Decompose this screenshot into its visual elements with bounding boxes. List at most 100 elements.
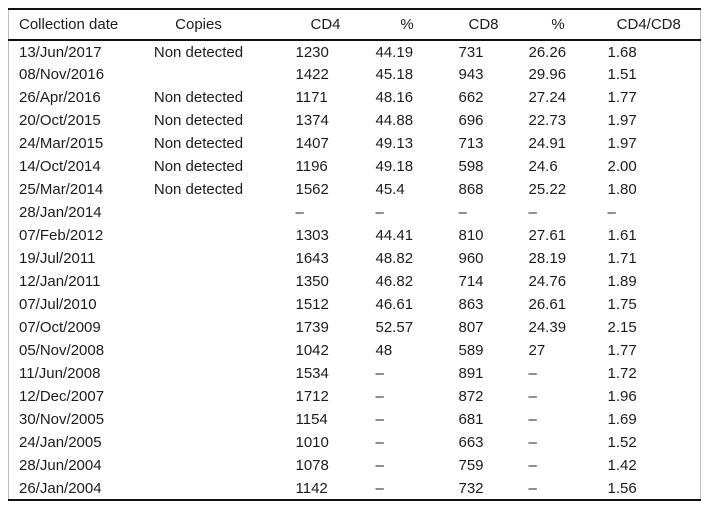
cell-cd4-cd8-ratio: 2.15 (607, 319, 637, 336)
cell-cd4: 1154 (295, 411, 328, 428)
lab-results-table: Collection date Copies CD4 % CD8 % CD4/C… (8, 8, 701, 501)
cell-cd8: 943 (458, 66, 484, 83)
cell-cd8: 759 (458, 457, 484, 474)
cell-cd8-percent: – (528, 388, 537, 405)
cell-copies: Non detected (153, 112, 244, 129)
cell-cd4: 1303 (295, 227, 329, 244)
cell-cd4: 1230 (295, 43, 329, 61)
cell-cd4-percent: 48.82 (375, 250, 414, 267)
cell-cd8-percent: 24.39 (528, 319, 567, 336)
cell-cd4: 1534 (295, 365, 329, 382)
cell-collection-date: 28/Jun/2004 (19, 457, 102, 474)
cell-cd8: 662 (458, 89, 484, 106)
cell-cd4: 1196 (295, 158, 328, 175)
cell-copies (146, 293, 286, 316)
cell-cd8-percent: 22.73 (528, 112, 567, 129)
cell-cd4-cd8-ratio: 1.71 (607, 250, 637, 267)
cell-cd4: 1407 (295, 135, 329, 152)
cell-copies (146, 247, 286, 270)
cell-cd4-cd8-ratio: 1.61 (607, 227, 637, 244)
cell-cd4-cd8-ratio: 1.72 (607, 365, 637, 382)
cell-cd8: 872 (458, 388, 484, 405)
cell-cd4-cd8-ratio: 1.56 (607, 479, 637, 497)
cell-cd4: 1010 (295, 434, 329, 451)
cell-cd4-cd8-ratio: 1.80 (607, 181, 637, 198)
cell-cd4: 1739 (295, 319, 329, 336)
cell-collection-date: 12/Jan/2011 (19, 273, 101, 290)
cell-cd8-percent: – (528, 411, 537, 428)
cell-collection-date: 30/Nov/2005 (19, 411, 105, 428)
cell-cd4: 1512 (295, 296, 329, 313)
table-row: 11/Jun/2008 1534 – 891 – 1.72 (9, 362, 701, 385)
cell-cd8-percent: 29.96 (528, 66, 567, 83)
cell-collection-date: 26/Apr/2016 (19, 89, 101, 106)
cell-cd4-percent: 49.18 (375, 158, 414, 175)
cell-collection-date: 08/Nov/2016 (19, 66, 105, 83)
cell-cd8-percent: 26.26 (528, 43, 567, 61)
cell-copies (146, 431, 286, 454)
cell-cd8-percent: 26.61 (528, 296, 567, 313)
cell-cd8: 960 (458, 250, 484, 267)
cell-cd4-percent: 45.18 (375, 66, 414, 83)
cell-copies (146, 454, 286, 477)
table-row: 26/Jan/2004 1142 – 732 – 1.56 (9, 477, 701, 500)
table-row: 07/Oct/2009 1739 52.57 807 24.39 2.15 (9, 316, 701, 339)
cell-copies (146, 385, 286, 408)
table-row: 25/Mar/2014 Non detected 1562 45.4 868 25.22 1… (9, 178, 701, 201)
cell-cd4-cd8-ratio: 1.52 (607, 434, 637, 451)
cell-cd8-percent: 24.76 (528, 273, 567, 290)
cell-copies (146, 63, 286, 86)
cell-cd4-percent: 49.13 (375, 135, 414, 152)
cell-copies (146, 270, 286, 293)
cell-cd4-cd8-ratio: 1.97 (607, 135, 637, 152)
results-table-container: Collection date Copies CD4 % CD8 % CD4/C… (8, 8, 701, 501)
cell-cd8: 681 (458, 411, 484, 428)
cell-cd8-percent: – (528, 434, 537, 451)
cell-cd4-percent: 44.41 (375, 227, 414, 244)
cell-copies (146, 477, 286, 500)
table-row: 30/Nov/2005 1154 – 681 – 1.69 (9, 408, 701, 431)
column-header-cd4: CD4 (310, 16, 341, 33)
cell-cd4: 1142 (295, 479, 328, 497)
cell-cd4-percent: 44.88 (375, 112, 414, 129)
table-row: 12/Dec/2007 1712 – 872 – 1.96 (9, 385, 701, 408)
cell-cd8: 732 (458, 479, 484, 497)
column-header-copies: Copies (175, 16, 222, 33)
cell-collection-date: 14/Oct/2014 (19, 158, 101, 175)
cell-cd8: 810 (458, 227, 484, 244)
cell-cd4-cd8-ratio: – (607, 204, 616, 221)
cell-cd4-cd8-ratio: 1.69 (607, 411, 637, 428)
cell-cd8: 731 (458, 43, 484, 61)
cell-cd4-cd8-ratio: 1.89 (607, 273, 637, 290)
cell-copies: Non detected (153, 135, 244, 152)
cell-cd4-percent: – (375, 411, 384, 428)
cell-cd4-cd8-ratio: 1.42 (607, 457, 637, 474)
cell-cd4-cd8-ratio: 1.68 (607, 43, 637, 61)
table-row: 13/Jun/2017 Non detected 1230 44.19 731 26.26… (9, 40, 701, 63)
cell-cd4-cd8-ratio: 1.77 (607, 342, 637, 359)
table-row: 20/Oct/2015 Non detected 1374 44.88 696 22.73… (9, 109, 701, 132)
cell-cd4-percent: – (375, 434, 384, 451)
table-row: 07/Feb/2012 1303 44.41 810 27.61 1.61 (9, 224, 701, 247)
cell-copies (146, 339, 286, 362)
cell-collection-date: 07/Oct/2009 (19, 319, 101, 336)
cell-cd4: 1422 (295, 66, 329, 83)
cell-collection-date: 26/Jan/2004 (19, 479, 102, 497)
cell-cd8-percent: 25.22 (528, 181, 567, 198)
cell-collection-date: 28/Jan/2014 (19, 204, 102, 221)
cell-cd8-percent: 28.19 (528, 250, 567, 267)
cell-cd4: 1042 (295, 342, 329, 359)
cell-cd8-percent: 24.91 (528, 135, 567, 152)
cell-cd8-percent: – (528, 365, 537, 382)
table-row: 07/Jul/2010 1512 46.61 863 26.61 1.75 (9, 293, 701, 316)
cell-cd8: 891 (458, 365, 484, 382)
cell-collection-date: 13/Jun/2017 (19, 43, 102, 61)
cell-cd4: 1643 (295, 250, 329, 267)
cell-cd8: 589 (458, 342, 484, 359)
cell-cd4: 1374 (295, 112, 329, 129)
table-row: 24/Jan/2005 1010 – 663 – 1.52 (9, 431, 701, 454)
cell-cd4-cd8-ratio: 1.77 (607, 89, 637, 106)
cell-collection-date: 12/Dec/2007 (19, 388, 105, 405)
table-row: 05/Nov/2008 1042 48 589 27 1.77 (9, 339, 701, 362)
